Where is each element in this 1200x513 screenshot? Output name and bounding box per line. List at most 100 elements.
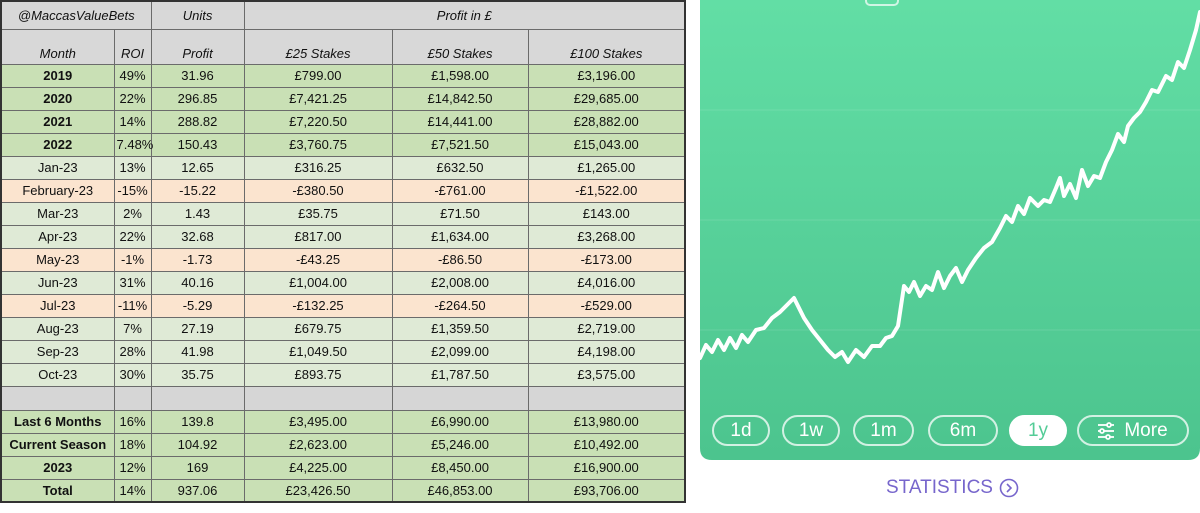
table-row: Jul-23 -11% -5.29 -£132.25 -£264.50 -£529.00 — [0, 293, 686, 318]
card-background — [700, 0, 1200, 460]
table-cell: 7.48% — [113, 132, 153, 157]
column-header: £25 Stakes — [243, 28, 393, 65]
empty-cell — [243, 385, 393, 411]
table-cell: 104.92 — [150, 432, 245, 457]
table-cell: £2,719.00 — [527, 316, 686, 341]
table-cell: 13% — [113, 155, 152, 180]
table-cell: £5,246.00 — [391, 432, 529, 457]
table-row: 2020 22% 296.85 £7,421.25 £14,842.50 £29,685.… — [0, 86, 686, 111]
table-cell: 49% — [113, 63, 152, 88]
table-cell: -£86.50 — [391, 247, 529, 272]
table-cell: 18% — [113, 432, 152, 457]
table-cell: 14% — [113, 478, 152, 503]
table-cell: 27.19 — [150, 316, 245, 341]
table-cell: £3,268.00 — [527, 224, 686, 249]
table-cell: -11% — [113, 293, 152, 318]
table-cell: -15.22 — [150, 178, 245, 203]
table-cell: 2020 — [0, 86, 115, 111]
price-line — [700, 10, 1200, 364]
statistics-label: STATISTICS — [886, 477, 993, 498]
table-cell: 937.06 — [150, 478, 245, 503]
table-cell: -1.73 — [150, 247, 245, 272]
table-cell: £35.75 — [243, 201, 393, 226]
table-cell: £632.50 — [391, 155, 529, 180]
table-cell: £14,441.00 — [391, 109, 529, 134]
table-cell: -5.29 — [150, 293, 245, 318]
table-cell: 22% — [113, 86, 152, 111]
empty-cell — [113, 385, 152, 411]
table-cell: 14% — [113, 109, 152, 134]
table-cell: Jul-23 — [0, 293, 115, 318]
table-row: Current Season 18% 104.92 £2,623.00 £5,246.0… — [0, 432, 686, 457]
more-button[interactable]: More — [1077, 415, 1189, 446]
range-button[interactable]: 1m — [853, 415, 914, 446]
table-cell: 150.43 — [150, 132, 245, 157]
table-cell: £799.00 — [243, 63, 393, 88]
table-cell: -£132.25 — [243, 293, 393, 318]
table-row: Sep-23 28% 41.98 £1,049.50 £2,099.00 £4,198.0… — [0, 339, 686, 364]
table-cell: £1,265.00 — [527, 155, 686, 180]
table-cell: £1,634.00 — [391, 224, 529, 249]
table-cell: 169 — [150, 455, 245, 480]
results-table: @MaccasValueBets Units Profit in £ Month ROI… — [0, 0, 687, 503]
table-cell: Current Season — [0, 432, 115, 457]
table-cell: Mar-23 — [0, 201, 115, 226]
column-header: Month — [0, 28, 115, 65]
table-cell: 7% — [113, 316, 152, 341]
spacer-row — [0, 385, 686, 411]
table-cell: £893.75 — [243, 362, 393, 387]
table-cell: £6,990.00 — [391, 409, 529, 434]
table-cell: £817.00 — [243, 224, 393, 249]
table-cell: -£529.00 — [527, 293, 686, 318]
header-cell: Profit in £ — [243, 0, 686, 30]
table-cell: -£761.00 — [391, 178, 529, 203]
column-header: ROI — [113, 28, 152, 65]
range-button[interactable]: 6m — [928, 415, 998, 446]
table-cell: £3,575.00 — [527, 362, 686, 387]
table-cell: £316.25 — [243, 155, 393, 180]
empty-cell — [150, 385, 245, 411]
table-row: Aug-23 7% 27.19 £679.75 £1,359.50 £2,719.00 — [0, 316, 686, 341]
table-cell: £8,450.00 — [391, 455, 529, 480]
table-cell: May-23 — [0, 247, 115, 272]
table-cell: 30% — [113, 362, 152, 387]
column-header: £100 Stakes — [527, 28, 686, 65]
table-cell: £679.75 — [243, 316, 393, 341]
table-cell: £4,225.00 — [243, 455, 393, 480]
header-cell: Units — [150, 0, 245, 30]
table-cell: Aug-23 — [0, 316, 115, 341]
table-cell: Last 6 Months — [0, 409, 115, 434]
range-button[interactable]: 1y — [1009, 415, 1067, 446]
table-cell: -£173.00 — [527, 247, 686, 272]
table-cell: £3,760.75 — [243, 132, 393, 157]
table-cell: 2019 — [0, 63, 115, 88]
table-cell: Jun-23 — [0, 270, 115, 295]
table-cell: -£264.50 — [391, 293, 529, 318]
table-row: Jun-23 31% 40.16 £1,004.00 £2,008.00 £4,016.0… — [0, 270, 686, 295]
table-cell: 32.68 — [150, 224, 245, 249]
table-cell: Jan-23 — [0, 155, 115, 180]
table-cell: 139.8 — [150, 409, 245, 434]
table-cell: -£43.25 — [243, 247, 393, 272]
table-cell: £4,016.00 — [527, 270, 686, 295]
table-cell: £4,198.00 — [527, 339, 686, 364]
table-row: Jan-23 13% 12.65 £316.25 £632.50 £1,265.00 — [0, 155, 686, 180]
settings-icon — [1098, 422, 1114, 440]
arrow-icon — [999, 478, 1019, 498]
statistics-link[interactable]: STATISTICS — [886, 477, 1019, 499]
range-button[interactable]: 1w — [782, 415, 840, 446]
table-cell: Sep-23 — [0, 339, 115, 364]
table-cell: £29,685.00 — [527, 86, 686, 111]
table-cell: 2022 — [0, 132, 115, 157]
table-cell: £2,623.00 — [243, 432, 393, 457]
table-cell: 41.98 — [150, 339, 245, 364]
app-panel: 1d 1w 1m 6m 1y More STATISTICS — [700, 0, 1200, 513]
table-cell: 22% — [113, 224, 152, 249]
table-cell: £15,043.00 — [527, 132, 686, 157]
range-button[interactable]: 1d — [712, 415, 770, 446]
table-row: 2021 14% 288.82 £7,220.50 £14,441.00 £28,882.… — [0, 109, 686, 134]
table-cell: £1,787.50 — [391, 362, 529, 387]
empty-cell — [391, 385, 529, 411]
table-row: Total 14% 937.06 £23,426.50 £46,853.00 £93,70… — [0, 478, 686, 503]
table-cell: £14,842.50 — [391, 86, 529, 111]
